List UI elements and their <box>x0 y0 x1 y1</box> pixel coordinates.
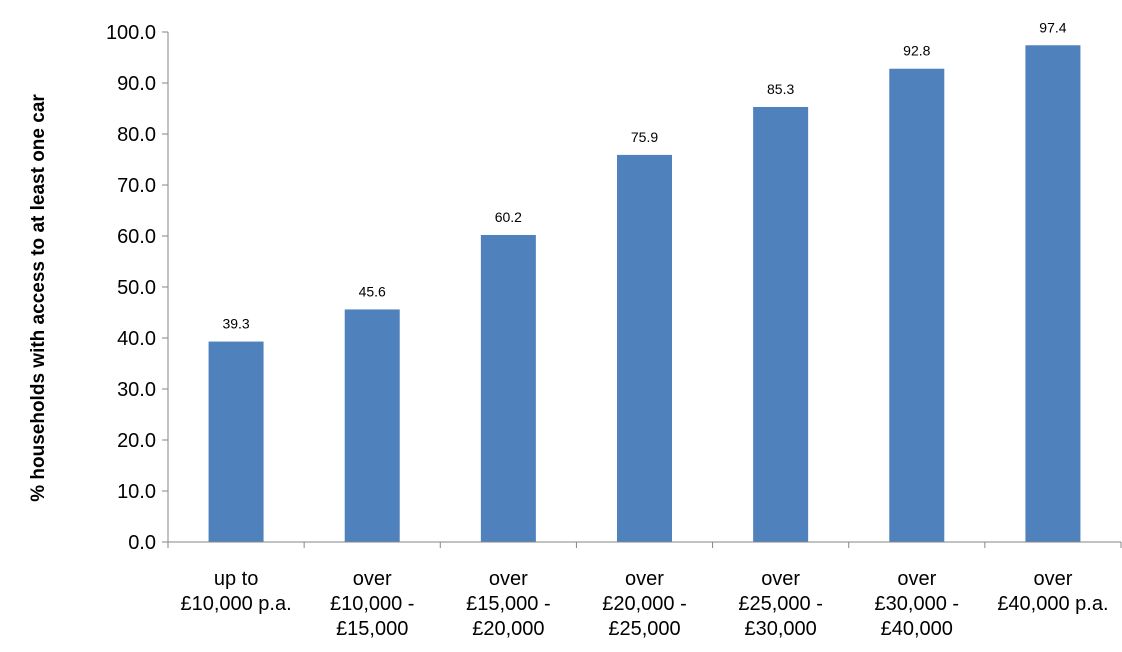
x-axis-category-labels: up to £10,000 p.a.over £10,000 -£15,000ove… <box>180 568 1108 640</box>
category-label-line: over <box>897 568 936 590</box>
category-label-line: over <box>353 568 392 590</box>
data-labels: 39.3 45.6 60.2 75.9 85.3 92.8 97.4 <box>222 19 1066 331</box>
bar <box>344 309 400 542</box>
bar <box>480 234 536 543</box>
category-label-line: £40,000 <box>881 618 953 640</box>
category-label: over £20,000 - £25,000 <box>602 568 687 640</box>
bar <box>208 341 264 542</box>
y-tick-label: 70.0 <box>117 175 156 197</box>
category-label-line: over <box>489 568 528 590</box>
bar <box>889 68 945 542</box>
category-label-line: £10,000 p.a. <box>180 593 291 615</box>
category-label-line: £25,000 - <box>738 593 823 615</box>
y-tick-label: 50.0 <box>117 277 156 299</box>
data-label: 75.9 <box>631 129 658 145</box>
y-tick-label: 90.0 <box>117 73 156 95</box>
bar <box>617 154 672 542</box>
data-label: 60.2 <box>495 209 522 225</box>
y-axis-ticks: 0.0 10.0 20.0 30.0 40.0 50.0 60.0 70.0 80.0 90.0 1… <box>106 22 168 554</box>
category-label-line: £30,000 - <box>875 593 960 615</box>
category-label: over £40,000 p.a. <box>997 568 1108 615</box>
bar <box>1025 45 1081 542</box>
data-label: 97.4 <box>1039 19 1066 35</box>
category-label-line: over <box>1033 568 1072 590</box>
category-label-line: £15,000 <box>336 618 408 640</box>
category-label-line: £30,000 <box>744 618 816 640</box>
y-tick-label: 10.0 <box>117 481 156 503</box>
bars <box>208 45 1081 543</box>
category-label-line: up to <box>214 568 258 590</box>
category-label-line: over <box>761 568 800 590</box>
category-label: over £30,000 - £40,000 <box>875 568 960 640</box>
y-tick-label: 40.0 <box>117 328 156 350</box>
data-label: 39.3 <box>222 316 249 332</box>
category-label-line: £40,000 p.a. <box>997 593 1108 615</box>
data-label: 85.3 <box>767 81 794 97</box>
y-tick-label: 30.0 <box>117 379 156 401</box>
data-label: 92.8 <box>903 43 930 59</box>
category-label-line: £20,000 - <box>602 593 687 615</box>
data-label: 45.6 <box>359 283 386 299</box>
y-tick-label: 100.0 <box>106 22 156 44</box>
y-tick-label: 0.0 <box>128 532 156 554</box>
category-label-line: £20,000 <box>472 618 544 640</box>
y-tick-label: 60.0 <box>117 226 156 248</box>
category-label-line: £25,000 <box>608 618 680 640</box>
y-tick-label: 80.0 <box>117 124 156 146</box>
category-label: over £15,000 - £20,000 <box>466 568 551 640</box>
bar <box>753 106 809 542</box>
category-label: over £10,000 - £15,000 <box>330 568 415 640</box>
category-label: up to £10,000 p.a. <box>180 568 291 615</box>
category-label-line: over <box>625 568 664 590</box>
category-label-line: £10,000 - <box>330 593 415 615</box>
x-axis <box>167 541 1122 548</box>
category-label: over £25,000 - £30,000 <box>738 568 823 640</box>
category-label-line: £15,000 - <box>466 593 551 615</box>
y-axis-title: % households with access to at least one… <box>28 94 49 502</box>
y-tick-label: 20.0 <box>117 430 156 452</box>
